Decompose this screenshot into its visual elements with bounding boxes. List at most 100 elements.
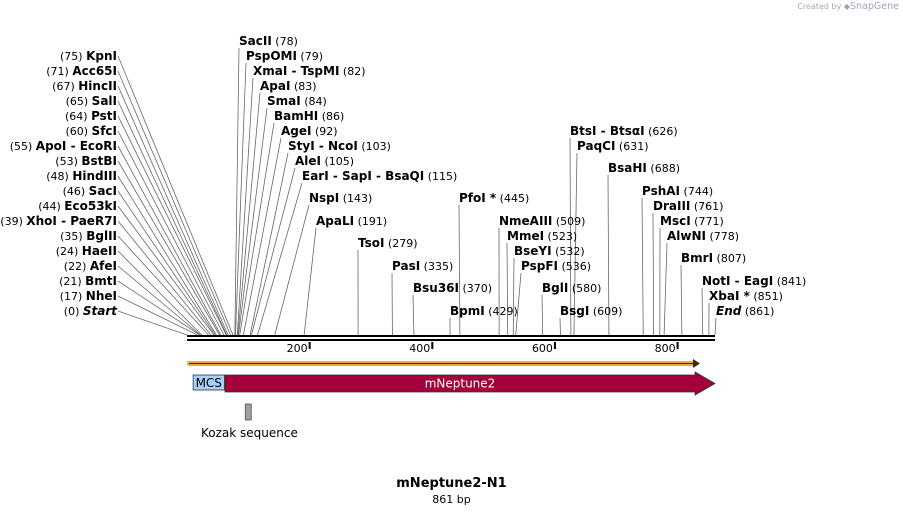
site-nspi[interactable]: NspI (143)	[309, 191, 372, 205]
site-styi[interactable]: StyI - NcoI (103)	[288, 139, 391, 153]
site-name: HincII	[78, 79, 117, 93]
site-name: NotI	[702, 274, 731, 288]
site-name: Start	[83, 304, 118, 318]
site-position: (103)	[358, 140, 391, 153]
site-psti[interactable]: (64) PstI	[65, 109, 117, 123]
site-start[interactable]: (0) Start	[64, 304, 118, 318]
site-apoi[interactable]: (55) ApoI - EcoRI	[10, 139, 117, 153]
plasmid-size: 861 bp	[432, 493, 471, 506]
site-bgli[interactable]: BglI (580)	[542, 281, 601, 295]
site-bmri[interactable]: BmrI (807)	[681, 251, 746, 265]
site-bsu36i[interactable]: Bsu36I (370)	[413, 281, 492, 295]
site-bseyi[interactable]: BseYI (532)	[514, 244, 585, 258]
site-alei[interactable]: AleI (105)	[295, 154, 354, 168]
site-name: ApaI	[260, 79, 290, 93]
site-bglii[interactable]: (35) BglII	[60, 229, 117, 243]
site-pspfi[interactable]: PspFI (536)	[521, 259, 591, 273]
site-label: (24) HaeII	[56, 244, 117, 258]
site-haeii[interactable]: (24) HaeII	[56, 244, 117, 258]
site-position: (851)	[750, 290, 783, 303]
feature-label: mNeptune2	[425, 377, 496, 391]
site-position: (55)	[10, 140, 36, 153]
site-bstbi[interactable]: (53) BstBI	[55, 154, 117, 168]
site-label: MmeI (523)	[507, 229, 577, 243]
site-name: BsaHI	[608, 161, 647, 175]
site-pfoi[interactable]: PfoI * (445)	[459, 191, 529, 205]
site-nhei[interactable]: (17) NheI	[60, 289, 117, 303]
site-apali[interactable]: ApaLI (191)	[316, 214, 387, 228]
site-tsoi[interactable]: TsoI (279)	[358, 236, 418, 250]
site-position: (429)	[485, 305, 518, 318]
site-hindiii[interactable]: (48) HindIII	[46, 169, 117, 183]
site-position: (523)	[544, 230, 577, 243]
site-saci[interactable]: (46) SacI	[63, 184, 117, 198]
site-label: AgeI (92)	[281, 124, 338, 138]
site-label: MscI (771)	[660, 214, 724, 228]
site-position: (370)	[459, 282, 492, 295]
site-leader	[117, 160, 220, 336]
site-xhoi[interactable]: (39) XhoI - PaeR7I	[0, 214, 117, 228]
site-position: (532)	[552, 245, 585, 258]
site-alwni[interactable]: AlwNI (778)	[667, 229, 739, 243]
site-leader	[238, 107, 268, 336]
feature-mneptune2[interactable]: mNeptune2	[224, 371, 716, 396]
site-paqci[interactable]: PaqCI (631)	[577, 139, 649, 153]
site-end[interactable]: End (861)	[716, 304, 774, 318]
feature-box	[192, 374, 225, 391]
site-leader	[607, 174, 610, 336]
site-kpni[interactable]: (75) KpnI	[60, 49, 117, 63]
site-position: (46)	[63, 185, 89, 198]
site-nmeaiii[interactable]: NmeAIII (509)	[499, 214, 585, 228]
site-pspomi[interactable]: PspOMI (79)	[246, 49, 323, 63]
site-hincii[interactable]: (67) HincII	[52, 79, 117, 93]
site-leader	[117, 100, 228, 336]
site-bsgi[interactable]: BsgI (609)	[560, 304, 622, 318]
feature-kozak-sequence[interactable]	[244, 403, 252, 421]
site-bmti[interactable]: (21) BmtI	[59, 274, 117, 288]
site-name: SacI	[89, 184, 117, 198]
site-apai[interactable]: ApaI (83)	[260, 79, 317, 93]
site-sali[interactable]: (65) SalI	[66, 94, 117, 108]
site-label: (55) ApoI - EcoRI	[10, 139, 117, 153]
site-pshai[interactable]: PshAI (744)	[642, 184, 713, 198]
site-name: SapI	[342, 169, 372, 183]
site-mmei[interactable]: MmeI (523)	[507, 229, 577, 243]
ruler-label: 800	[655, 342, 676, 355]
site-position: (75)	[60, 50, 86, 63]
site-pasi[interactable]: PasI (335)	[392, 259, 453, 273]
site-name: PspOMI	[246, 49, 297, 63]
site-xmai[interactable]: XmaI - TspMI (82)	[253, 64, 365, 78]
site-sacii[interactable]: SacII (78)	[239, 34, 298, 48]
site-name: BglI	[542, 281, 568, 295]
site-name: EcoRI	[80, 139, 117, 153]
site-smai[interactable]: SmaI (84)	[267, 94, 327, 108]
site-acc65i[interactable]: (71) Acc65I	[46, 64, 117, 78]
site-agei[interactable]: AgeI (92)	[281, 124, 338, 138]
site-xbai[interactable]: XbaI * (851)	[709, 289, 783, 303]
site-noti[interactable]: NotI - EagI (841)	[702, 274, 806, 288]
site-name: BmrI	[681, 251, 713, 265]
site-bsahi[interactable]: BsaHI (688)	[608, 161, 680, 175]
site-sfci[interactable]: (60) SfcI	[65, 124, 117, 138]
site-position: (580)	[568, 282, 601, 295]
site-name: XhoI	[26, 214, 57, 228]
watermark-brand: SnapGene	[850, 1, 899, 12]
site-eco53ki[interactable]: (44) Eco53kI	[38, 199, 117, 213]
site-label: (64) PstI	[65, 109, 117, 123]
site-leader	[117, 250, 203, 336]
site-leader	[515, 272, 522, 336]
site-afei[interactable]: (22) AfeI	[64, 259, 117, 273]
site-draiii[interactable]: DraIII (761)	[653, 199, 723, 213]
feature-mcs[interactable]: MCS	[192, 374, 225, 391]
site-bpmi[interactable]: BpmI (429)	[450, 304, 518, 318]
site-eari[interactable]: EarI - SapI - BsaQI (115)	[302, 169, 457, 183]
site-leader	[701, 287, 704, 336]
orf-arrow	[187, 359, 700, 368]
site-position: (445)	[496, 192, 529, 205]
site-btsi[interactable]: BtsI - BtsαI (626)	[570, 124, 678, 138]
site-name: SacII	[239, 34, 272, 48]
site-leader	[274, 204, 310, 336]
site-leader	[117, 190, 216, 336]
site-bamhi[interactable]: BamHI (86)	[274, 109, 344, 123]
site-msci[interactable]: MscI (771)	[660, 214, 724, 228]
